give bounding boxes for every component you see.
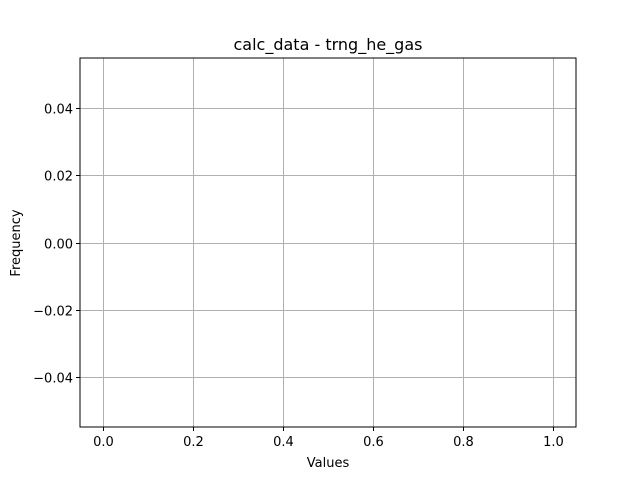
grid-lines xyxy=(80,58,576,427)
x-axis-label: Values xyxy=(307,456,350,471)
x-tick-label: 0.8 xyxy=(453,435,474,450)
y-tick-label: 0.04 xyxy=(44,103,73,118)
x-tick-label: 0.2 xyxy=(183,435,204,450)
y-tick-label: 0.00 xyxy=(44,238,73,253)
x-axis-ticks: 0.0 0.2 0.4 0.6 0.8 1.0 xyxy=(93,427,564,450)
plot-area-frame xyxy=(79,57,577,428)
y-tick-label: −0.04 xyxy=(33,372,73,387)
chart-title: calc_data - trng_he_gas xyxy=(234,35,423,55)
y-tick-label: 0.02 xyxy=(44,170,73,185)
y-axis-ticks: 0.04 0.02 0.00 −0.02 −0.04 xyxy=(33,103,80,387)
x-tick-label: 1.0 xyxy=(543,435,564,450)
y-tick-label: −0.02 xyxy=(33,305,73,320)
x-tick-label: 0.6 xyxy=(363,435,384,450)
x-tick-label: 0.4 xyxy=(273,435,294,450)
y-axis-label: Frequency xyxy=(9,209,24,276)
x-tick-label: 0.0 xyxy=(93,435,114,450)
